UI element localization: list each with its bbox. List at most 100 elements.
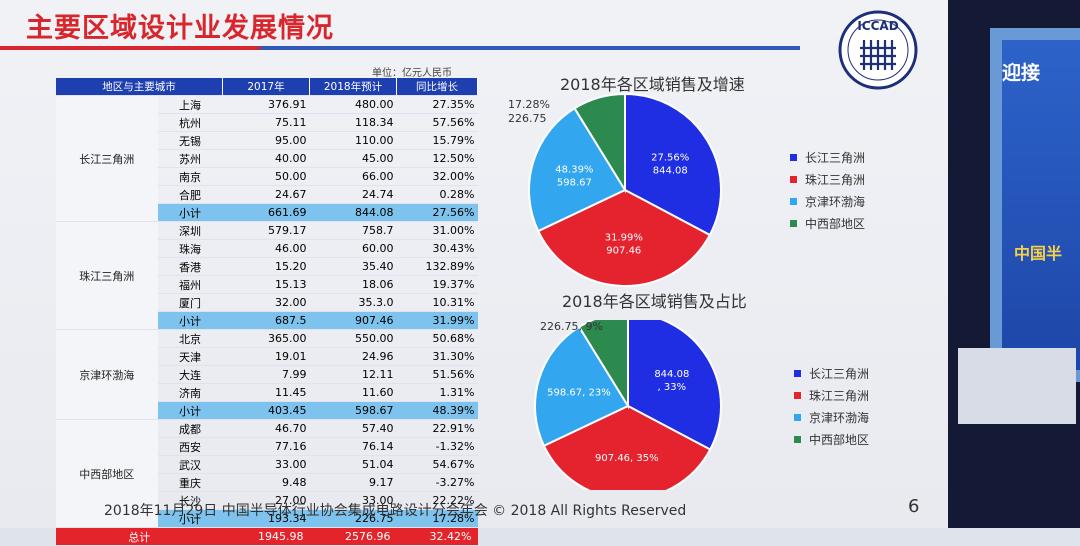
table-row: 长沙 27.00 33.00 22.22% (56, 491, 478, 510)
chart1-title: 2018年各区域销售及增速 (560, 75, 745, 94)
growth-cell: 19.37% (396, 275, 478, 294)
city-cell: 珠海 (157, 239, 223, 258)
pie1-slice-1 (536, 188, 712, 287)
legend-item: 京津环渤海 (790, 190, 865, 212)
chart1-legend: 长江三角洲 珠江三角洲 京津环渤海 中西部地区 (790, 146, 865, 234)
pie1-slice-label-line: 48.39% (555, 164, 593, 175)
unit-note: 单位：亿元人民币 (372, 68, 452, 79)
pie2-slice-label-0: 844.08 , 33% (654, 369, 689, 393)
value-2017-cell: 9.48 (222, 473, 310, 492)
legend-swatch (794, 369, 801, 377)
table-header-row: 地区与主要城市 2017年 2018年预计 同比增长 (56, 78, 478, 96)
growth-cell: 15.79% (396, 131, 478, 150)
chart2-legend: 长江三角洲 珠江三角洲 京津环渤海 中西部地区 (794, 362, 869, 450)
value-2018-cell: 907.46 (309, 311, 397, 330)
right-heading: 迎接 (1002, 62, 1041, 84)
table-row: 珠海 46.00 60.00 30.43% (56, 239, 478, 258)
growth-cell: 50.68% (396, 329, 478, 348)
growth-cell: 31.30% (396, 347, 478, 366)
value-2017-cell: 40.00 (222, 149, 310, 168)
pie2-slice-0 (627, 320, 722, 451)
total-label-cell: 总计 (56, 527, 223, 546)
value-2018-cell: 24.96 (309, 347, 397, 366)
pie2-slice-3 (577, 320, 629, 410)
right-screen (958, 348, 1076, 424)
city-cell: 南京 (157, 167, 223, 186)
table-row: 天津 19.01 24.96 31.30% (56, 347, 478, 366)
pie2-slice-label-line: , 33% (658, 382, 687, 393)
table-subtotal-row: 小计 661.69 844.08 27.56% (56, 203, 478, 222)
legend-swatch (794, 435, 801, 443)
table-row: 珠江三角洲 深圳 579.17 758.7 31.00% (56, 221, 478, 330)
value-2017-cell: 376.91 (222, 95, 310, 114)
growth-cell: 0.28% (396, 185, 478, 204)
pie2-slice-label-line: 844.08 (654, 369, 689, 380)
value-2017-cell: 579.17 (222, 221, 310, 240)
header-growth: 同比增长 (396, 78, 478, 96)
value-2017-cell: 15.20 (222, 257, 310, 276)
pie1-slice-label-line: 907.46 (606, 245, 641, 256)
value-2018-cell: 33.00 (309, 491, 397, 510)
value-2018-cell: 550.00 (309, 329, 397, 348)
value-2017-cell: 33.00 (222, 455, 310, 474)
legend-label: 珠江三角洲 (809, 388, 870, 403)
total-2017-cell: 1945.98 (222, 527, 310, 546)
pie1-slice-label-line: 27.56% (651, 152, 689, 163)
value-2017-cell: 77.16 (222, 437, 310, 456)
city-cell: 苏州 (157, 149, 223, 168)
city-cell: 济南 (157, 383, 223, 402)
value-2018-cell: 66.00 (309, 167, 397, 186)
legend-swatch (790, 153, 797, 161)
legend-item: 中西部地区 (790, 212, 865, 234)
value-2018-cell: 45.00 (309, 149, 397, 168)
value-2018-cell: 57.40 (309, 419, 397, 438)
growth-cell: 30.43% (396, 239, 478, 258)
pie-chart-growth: 27.56% 844.08 31.99% 907.46 48.39% 598.67 (528, 92, 722, 287)
table-subtotal-row: 小计 193.34 226.75 17.28% (56, 509, 478, 528)
value-2017-cell: 24.67 (222, 185, 310, 204)
legend-swatch (790, 175, 797, 183)
table-row: 武汉 33.00 51.04 54.67% (56, 455, 478, 474)
table-row: 苏州 40.00 45.00 12.50% (56, 149, 478, 168)
pie1-slice-label-2: 48.39% 598.67 (555, 164, 593, 188)
pie1-slice-0 (624, 92, 722, 237)
pie1-slice-label-1: 31.99% 907.46 (605, 232, 643, 256)
table-subtotal-row: 小计 403.45 598.67 48.39% (56, 401, 478, 420)
table-row: 济南 11.45 11.60 1.31% (56, 383, 478, 402)
city-cell: 大连 (157, 365, 223, 384)
value-2017-cell: 661.69 (222, 203, 310, 222)
legend-label: 中西部地区 (809, 432, 870, 447)
growth-cell: 32.00% (396, 167, 478, 186)
city-cell: 福州 (157, 275, 223, 294)
value-2018-cell: 24.74 (309, 185, 397, 204)
city-cell: 厦门 (157, 293, 223, 312)
legend-label: 京津环渤海 (805, 194, 866, 209)
growth-cell: 31.99% (396, 311, 478, 330)
growth-cell: 22.91% (396, 419, 478, 438)
value-2017-cell: 75.11 (222, 113, 310, 132)
value-2017-cell: 403.45 (222, 401, 310, 420)
legend-item: 京津环渤海 (794, 406, 869, 428)
value-2017-cell: 11.45 (222, 383, 310, 402)
value-2018-cell: 480.00 (309, 95, 397, 114)
legend-item: 长江三角洲 (790, 146, 865, 168)
city-cell: 小计 (157, 509, 223, 528)
growth-cell: 48.39% (396, 401, 478, 420)
table-row: 南京 50.00 66.00 32.00% (56, 167, 478, 186)
growth-cell: -3.27% (396, 473, 478, 492)
growth-cell: 22.22% (396, 491, 478, 510)
growth-cell: 27.35% (396, 95, 478, 114)
header-2017: 2017年 (222, 78, 310, 96)
growth-cell: 10.31% (396, 293, 478, 312)
table-row: 重庆 9.48 9.17 -3.27% (56, 473, 478, 492)
value-2018-cell: 758.7 (309, 221, 397, 240)
legend-swatch (794, 391, 801, 399)
table-row: 福州 15.13 18.06 19.37% (56, 275, 478, 294)
legend-swatch (794, 413, 801, 421)
table-subtotal-row: 小计 687.5 907.46 31.99% (56, 311, 478, 330)
growth-cell: 57.56% (396, 113, 478, 132)
growth-cell: 1.31% (396, 383, 478, 402)
city-cell: 北京 (157, 329, 223, 348)
value-2018-cell: 598.67 (309, 401, 397, 420)
table-body: 长江三角洲 上海 376.91 480.00 27.35% 杭州 75.11 118.34 57… (56, 95, 478, 546)
